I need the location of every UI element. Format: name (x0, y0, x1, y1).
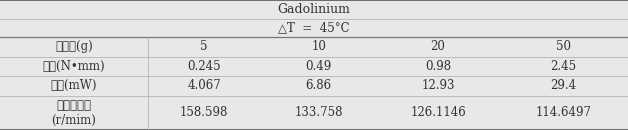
Text: 출력(mW): 출력(mW) (50, 79, 97, 92)
Text: 158.598: 158.598 (180, 106, 229, 119)
Text: 29.4: 29.4 (551, 79, 577, 92)
Text: 20: 20 (431, 40, 445, 53)
Text: 0.245: 0.245 (187, 60, 221, 73)
Text: 5: 5 (200, 40, 208, 53)
Text: 6.86: 6.86 (306, 79, 332, 92)
Text: 2.45: 2.45 (551, 60, 577, 73)
Text: 114.6497: 114.6497 (536, 106, 592, 119)
Text: 0.98: 0.98 (425, 60, 451, 73)
Text: 10: 10 (311, 40, 326, 53)
Text: 12.93: 12.93 (421, 79, 455, 92)
Text: 126.1146: 126.1146 (410, 106, 466, 119)
Text: 133.758: 133.758 (295, 106, 343, 119)
Text: 분당회전수
(r/mim): 분당회전수 (r/mim) (51, 99, 96, 127)
Text: 4.067: 4.067 (187, 79, 221, 92)
Text: 토크(N•mm): 토크(N•mm) (43, 60, 105, 73)
Text: 웨질량(g): 웨질량(g) (55, 40, 93, 53)
Text: 50: 50 (556, 40, 571, 53)
Text: 0.49: 0.49 (306, 60, 332, 73)
Text: Gadolinium: Gadolinium (278, 3, 350, 16)
Text: △T  =  45°C: △T = 45°C (278, 21, 350, 34)
